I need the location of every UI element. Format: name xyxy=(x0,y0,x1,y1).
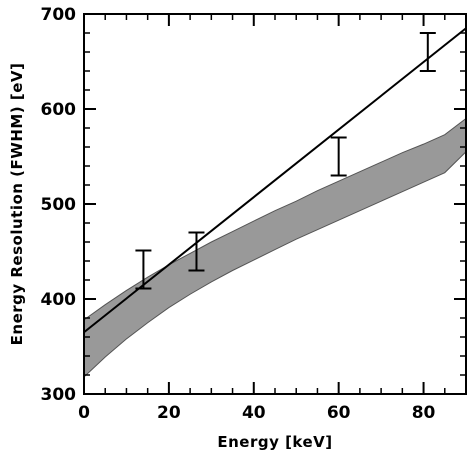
error-bar xyxy=(135,249,152,290)
x-axis-label: Energy [keV] xyxy=(217,433,332,451)
y-tick-label: 400 xyxy=(41,290,77,310)
x-tick-label: 80 xyxy=(412,403,436,423)
y-axis-label: Energy Resolution (FWHM) [eV] xyxy=(8,63,26,346)
fit-line xyxy=(84,27,466,334)
x-tick-label: 20 xyxy=(157,403,181,423)
x-tick-label: 0 xyxy=(78,403,90,423)
error-bar xyxy=(419,32,436,72)
plot-frame xyxy=(83,13,467,395)
resolution-band xyxy=(84,117,466,378)
x-tick-label: 60 xyxy=(327,403,351,423)
y-tick-label: 600 xyxy=(41,100,77,120)
x-tick-label: 40 xyxy=(242,403,266,423)
y-tick-label: 500 xyxy=(41,195,77,215)
error-bars xyxy=(135,32,436,290)
plot-area xyxy=(84,27,466,378)
axis-ticks xyxy=(83,13,466,395)
error-bar xyxy=(330,136,347,177)
error-bar xyxy=(188,231,205,272)
y-tick-label: 300 xyxy=(41,385,77,405)
y-tick-label: 700 xyxy=(41,5,77,25)
tick-labels: 0 20 40 60 80 300 400 500 600 700 xyxy=(41,5,436,423)
